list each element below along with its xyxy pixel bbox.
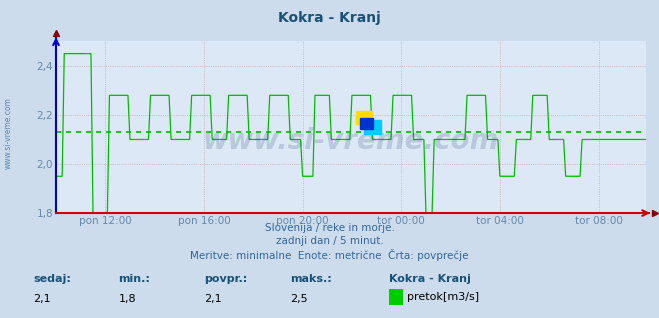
Text: zadnji dan / 5 minut.: zadnji dan / 5 minut. [275, 236, 384, 246]
Text: Kokra - Kranj: Kokra - Kranj [389, 274, 471, 284]
Text: pretok[m3/s]: pretok[m3/s] [407, 292, 479, 302]
Text: povpr.:: povpr.: [204, 274, 248, 284]
Text: www.si-vreme.com: www.si-vreme.com [203, 127, 499, 155]
Text: Kokra - Kranj: Kokra - Kranj [278, 11, 381, 25]
Text: 2,1: 2,1 [204, 294, 222, 304]
FancyBboxPatch shape [364, 120, 381, 134]
Text: 1,8: 1,8 [119, 294, 136, 304]
FancyBboxPatch shape [360, 118, 373, 129]
FancyBboxPatch shape [356, 111, 372, 124]
Text: 2,1: 2,1 [33, 294, 51, 304]
Text: sedaj:: sedaj: [33, 274, 71, 284]
Text: min.:: min.: [119, 274, 150, 284]
Text: Slovenija / reke in morje.: Slovenija / reke in morje. [264, 223, 395, 233]
Text: www.si-vreme.com: www.si-vreme.com [3, 98, 13, 169]
Text: Meritve: minimalne  Enote: metrične  Črta: povprečje: Meritve: minimalne Enote: metrične Črta:… [190, 249, 469, 261]
Text: 2,5: 2,5 [290, 294, 308, 304]
Text: maks.:: maks.: [290, 274, 331, 284]
